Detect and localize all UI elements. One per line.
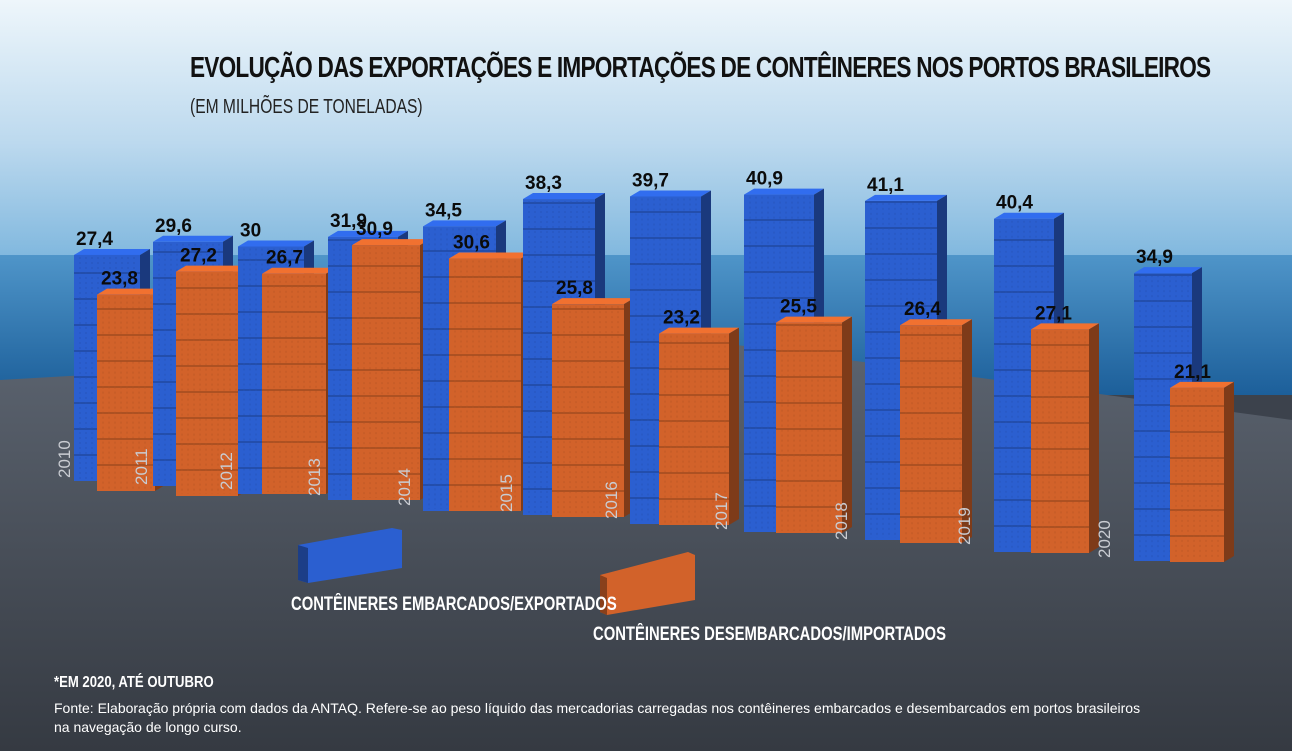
- import-value-2012: 26,7: [266, 248, 303, 269]
- legend-import-label: CONTÊINERES DESEMBARCADOS/IMPORTADOS: [593, 624, 946, 645]
- import-bar-2019: [1031, 323, 1099, 553]
- chart-title: EVOLUÇÃO DAS EXPORTAÇÕES E IMPORTAÇÕES D…: [190, 52, 1211, 84]
- import-bar-2013: [352, 239, 430, 500]
- year-label-2019: 2019: [955, 507, 974, 545]
- year-label-2016: 2016: [602, 481, 621, 519]
- export-value-2020: 34,9: [1136, 247, 1173, 268]
- import-value-2011: 27,2: [180, 246, 217, 267]
- legend-export-swatch: [298, 528, 402, 583]
- year-label-2020: 2020: [1095, 520, 1114, 558]
- year-label-2015: 2015: [497, 474, 516, 512]
- export-value-2013: 31,9: [330, 211, 367, 232]
- year-label-2012: 2012: [217, 452, 236, 490]
- legend-export-label: CONTÊINERES EMBARCADOS/EXPORTADOS: [291, 594, 617, 615]
- legend-import-swatch: [600, 552, 695, 615]
- import-bar-2018: [900, 319, 972, 543]
- year-label-2010: 2010: [55, 440, 74, 478]
- year-label-2011: 2011: [132, 448, 151, 485]
- import-value-2014: 30,6: [453, 233, 490, 254]
- import-value-2010: 23,8: [101, 269, 138, 290]
- import-value-2020: 21,1: [1174, 362, 1211, 383]
- import-value-2016: 23,2: [663, 308, 700, 329]
- import-bar-2012: [262, 267, 336, 494]
- export-value-2016: 39,7: [632, 170, 669, 191]
- year-label-2014: 2014: [395, 468, 414, 506]
- import-bar-2017: [776, 316, 852, 533]
- import-value-2019: 27,1: [1035, 303, 1072, 324]
- export-value-2017: 40,9: [746, 169, 783, 190]
- export-value-2014: 34,5: [425, 200, 462, 221]
- import-bar-2016: [659, 327, 739, 525]
- export-value-2019: 40,4: [996, 193, 1033, 214]
- import-bar-2020: [1170, 381, 1234, 562]
- export-value-2012: 30: [240, 221, 261, 242]
- import-value-2018: 26,4: [904, 299, 941, 320]
- import-value-2017: 25,5: [780, 297, 817, 318]
- year-label-2017: 2017: [712, 492, 731, 530]
- legend-swatches: [298, 528, 695, 615]
- export-value-2018: 41,1: [867, 175, 904, 196]
- import-value-2015: 25,8: [556, 278, 593, 299]
- year-label-2013: 2013: [305, 458, 324, 496]
- import-bar-2011: [176, 265, 248, 496]
- import-bar-2014: [449, 252, 531, 512]
- footnote: *EM 2020, ATÉ OUTUBRO: [54, 674, 214, 691]
- export-value-2010: 27,4: [76, 229, 113, 250]
- year-label-2018: 2018: [832, 502, 851, 540]
- import-bar-2015: [552, 298, 634, 517]
- source-text: Fonte: Elaboração própria com dados da A…: [54, 700, 1141, 735]
- import-value-2013: 30,9: [356, 219, 393, 240]
- export-value-2011: 29,6: [155, 216, 192, 237]
- export-value-2015: 38,3: [525, 173, 562, 194]
- chart-subtitle: (EM MILHÕES DE TONELADAS): [190, 96, 423, 118]
